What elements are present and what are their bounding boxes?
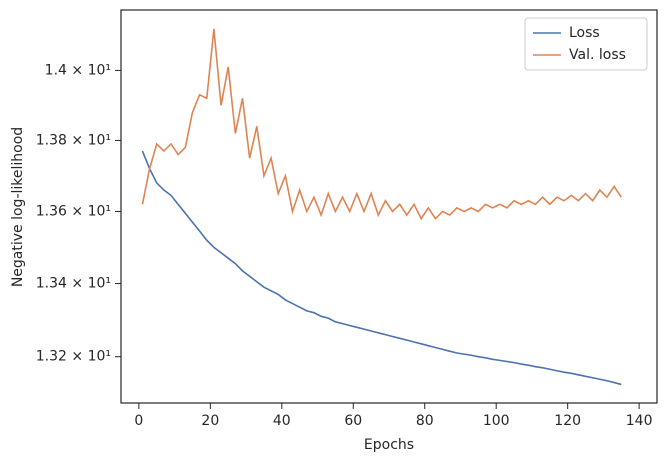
y-tick-label: 1.34 × 10¹ [36,276,111,292]
y-axis-label: Negative log-likelihood [10,127,26,287]
legend-label: Loss [569,25,600,41]
legend-label: Val. loss [569,47,626,63]
x-tick-label: 140 [626,413,653,429]
x-tick-label: 100 [483,413,510,429]
x-tick-label: 120 [554,413,581,429]
x-tick-label: 0 [134,413,143,429]
y-tick-label: 1.36 × 10¹ [36,203,111,219]
x-tick-label: 20 [201,413,219,429]
y-tick-label: 1.4 × 10¹ [45,62,111,78]
x-tick-label: 60 [344,413,362,429]
x-tick-label: 40 [273,413,291,429]
line-series [141,150,622,386]
x-tick-label: 80 [416,413,434,429]
y-tick-label: 1.38 × 10¹ [36,132,111,148]
legend-box [524,17,648,71]
x-axis-label: Epochs [364,437,414,453]
plot-frame [120,9,658,404]
y-tick-label: 1.32 × 10¹ [36,349,111,365]
line-series [141,28,622,221]
